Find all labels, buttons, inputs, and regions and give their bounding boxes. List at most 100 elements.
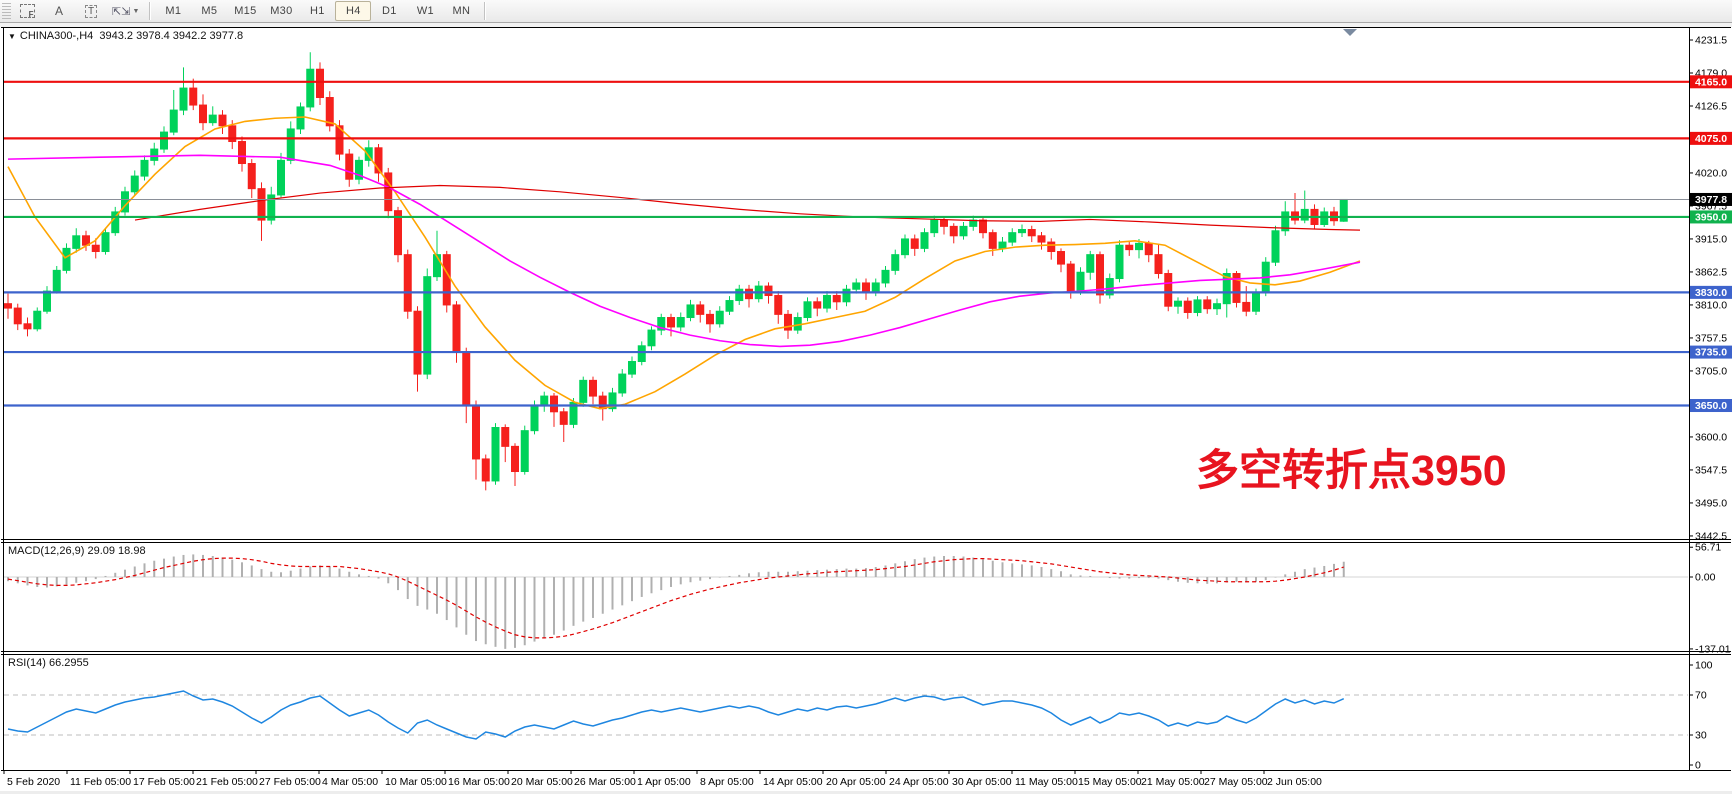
price-badge <box>1690 192 1732 206</box>
svg-text:4020.0: 4020.0 <box>1695 167 1727 179</box>
shift-marker-icon[interactable] <box>1343 29 1357 36</box>
timeframe-button-W1[interactable]: W1 <box>416 5 434 17</box>
svg-text:4 Mar 05:00: 4 Mar 05:00 <box>322 776 378 788</box>
price-badge <box>1690 131 1732 145</box>
ma-red-line <box>134 184 1361 231</box>
time-axis[interactable]: 5 Feb 2020 11 Feb 05:00 17 Feb 05:00 21 Feb… <box>3 770 1322 788</box>
svg-text:56.71: 56.71 <box>1695 542 1721 554</box>
rsi-panel[interactable] <box>4 690 1689 740</box>
price-badge <box>1690 345 1732 359</box>
toolbar-separator <box>149 2 151 20</box>
svg-text:3862.5: 3862.5 <box>1695 266 1727 278</box>
chart-title: ▼ CHINA300-,H4 3943.2 3978.4 3942.2 3977.… <box>8 30 243 42</box>
price-badge <box>1690 285 1732 299</box>
price-axis[interactable]: 4231.54179.04126.54020.03967.53915.03862… <box>1689 35 1732 772</box>
svg-text:3830.0: 3830.0 <box>1695 287 1727 299</box>
toolbar-grip[interactable] <box>2 3 11 19</box>
svg-text:3650.0: 3650.0 <box>1695 400 1727 412</box>
svg-text:16 Mar 05:00: 16 Mar 05:00 <box>448 776 510 788</box>
svg-text:3442.5: 3442.5 <box>1695 530 1727 542</box>
panel-frames <box>1 27 1731 771</box>
svg-text:3600.0: 3600.0 <box>1695 431 1727 443</box>
svg-text:11 May 05:00: 11 May 05:00 <box>1015 776 1078 788</box>
chart-annotation-text[interactable]: 多空转折点3950 <box>1196 447 1507 495</box>
text-label-tool-button[interactable]: T <box>75 1 107 21</box>
chevron-down-icon: ▼ <box>132 7 140 15</box>
text-label-icon: T <box>84 4 98 18</box>
rsi-line <box>7 690 1345 740</box>
toolbar: F A T ⇱⇲ ▼ M1 M5 M15 M30 H1 H4 D1 W1 MN <box>0 0 1732 23</box>
macd-indicator-label: MACD(12,26,9) 29.09 18.98 <box>8 545 146 557</box>
svg-text:14 Apr 05:00: 14 Apr 05:00 <box>763 776 823 788</box>
svg-text:4075.0: 4075.0 <box>1695 133 1727 145</box>
svg-text:26 Mar 05:00: 26 Mar 05:00 <box>574 776 636 788</box>
svg-text:27 May 05:00: 27 May 05:00 <box>1204 776 1268 788</box>
svg-text:3547.5: 3547.5 <box>1695 464 1727 476</box>
collapse-triangle-icon: ▼ <box>8 32 16 41</box>
timeframe-button-D1[interactable]: D1 <box>382 5 397 17</box>
ma-magenta-line <box>7 154 1361 348</box>
svg-text:4231.5: 4231.5 <box>1695 35 1727 47</box>
svg-text:30 Apr 05:00: 30 Apr 05:00 <box>952 776 1012 788</box>
timeframe-group: M1 M5 M15 M30 H1 H4 D1 W1 MN <box>155 1 479 21</box>
text-tool-button[interactable]: A <box>43 1 75 21</box>
svg-text:100: 100 <box>1695 660 1713 672</box>
svg-text:3495.0: 3495.0 <box>1695 497 1727 509</box>
svg-text:8 Apr 05:00: 8 Apr 05:00 <box>700 776 754 788</box>
macd-panel[interactable] <box>4 554 1689 649</box>
svg-text:20 Apr 05:00: 20 Apr 05:00 <box>826 776 886 788</box>
timeframe-button-MN[interactable]: MN <box>452 5 471 17</box>
macd-signal-line <box>7 557 1344 639</box>
svg-text:17 Feb 05:00: 17 Feb 05:00 <box>133 776 195 788</box>
price-badge <box>1690 399 1732 413</box>
price-badge <box>1690 210 1732 224</box>
svg-text:5 Feb 2020: 5 Feb 2020 <box>7 776 60 788</box>
svg-text:-137.01: -137.01 <box>1695 643 1731 655</box>
svg-text:27 Feb 05:00: 27 Feb 05:00 <box>259 776 321 788</box>
main-price-panel[interactable] <box>4 52 1361 491</box>
svg-text:15 May 05:00: 15 May 05:00 <box>1078 776 1142 788</box>
svg-text:20 Mar 05:00: 20 Mar 05:00 <box>511 776 573 788</box>
price-badge <box>1690 75 1732 89</box>
svg-text:3950.0: 3950.0 <box>1695 211 1727 223</box>
timeframe-button-M15[interactable]: M15 <box>234 5 257 17</box>
fibonacci-icon: F <box>19 4 35 19</box>
svg-text:3977.8: 3977.8 <box>1695 194 1727 206</box>
chart-background <box>0 27 1732 790</box>
svg-text:10 Mar 05:00: 10 Mar 05:00 <box>385 776 447 788</box>
toolbar-separator <box>484 2 486 20</box>
timeframe-button-H4[interactable]: H4 <box>335 1 372 21</box>
symbol-ohlc-text: CHINA300-,H4 3943.2 3978.4 3942.2 3977.8 <box>19 30 244 42</box>
svg-text:3810.0: 3810.0 <box>1695 299 1727 311</box>
svg-text:3915.0: 3915.0 <box>1695 233 1727 245</box>
svg-text:11 Feb 05:00: 11 Feb 05:00 <box>70 776 131 788</box>
text-icon: A <box>54 4 63 18</box>
svg-text:3705.0: 3705.0 <box>1695 365 1727 377</box>
svg-text:21 Feb 05:00: 21 Feb 05:00 <box>196 776 258 788</box>
svg-text:0: 0 <box>1695 760 1701 772</box>
horizontal-lines-layer <box>4 80 1689 407</box>
arrows-tool-button[interactable]: ⇱⇲ ▼ <box>107 1 144 21</box>
ma-orange-line <box>7 116 1361 410</box>
svg-text:4165.0: 4165.0 <box>1695 76 1727 88</box>
toolbar-gap <box>0 23 1732 27</box>
rsi-indicator-label: RSI(14) 66.2955 <box>8 657 89 669</box>
svg-text:30: 30 <box>1695 730 1707 742</box>
svg-text:3735.0: 3735.0 <box>1695 347 1727 359</box>
svg-text:24 Apr 05:00: 24 Apr 05:00 <box>889 776 949 788</box>
arrows-icon: ⇱⇲ <box>112 5 131 18</box>
bottom-strip <box>0 791 1732 794</box>
svg-text:4126.5: 4126.5 <box>1695 100 1727 112</box>
svg-text:0.00: 0.00 <box>1695 572 1716 584</box>
timeframe-button-M30[interactable]: M30 <box>270 5 293 17</box>
svg-text:70: 70 <box>1695 690 1707 702</box>
timeframe-button-M5[interactable]: M5 <box>201 5 218 17</box>
svg-text:2 Jun 05:00: 2 Jun 05:00 <box>1267 776 1322 788</box>
timeframe-button-M1[interactable]: M1 <box>165 5 182 17</box>
fibonacci-tool-button[interactable]: F <box>11 1 43 21</box>
timeframe-button-H1[interactable]: H1 <box>310 5 325 17</box>
svg-text:1 Apr 05:00: 1 Apr 05:00 <box>637 776 691 788</box>
svg-text:21 May 05:00: 21 May 05:00 <box>1141 776 1205 788</box>
svg-text:3757.5: 3757.5 <box>1695 332 1727 344</box>
